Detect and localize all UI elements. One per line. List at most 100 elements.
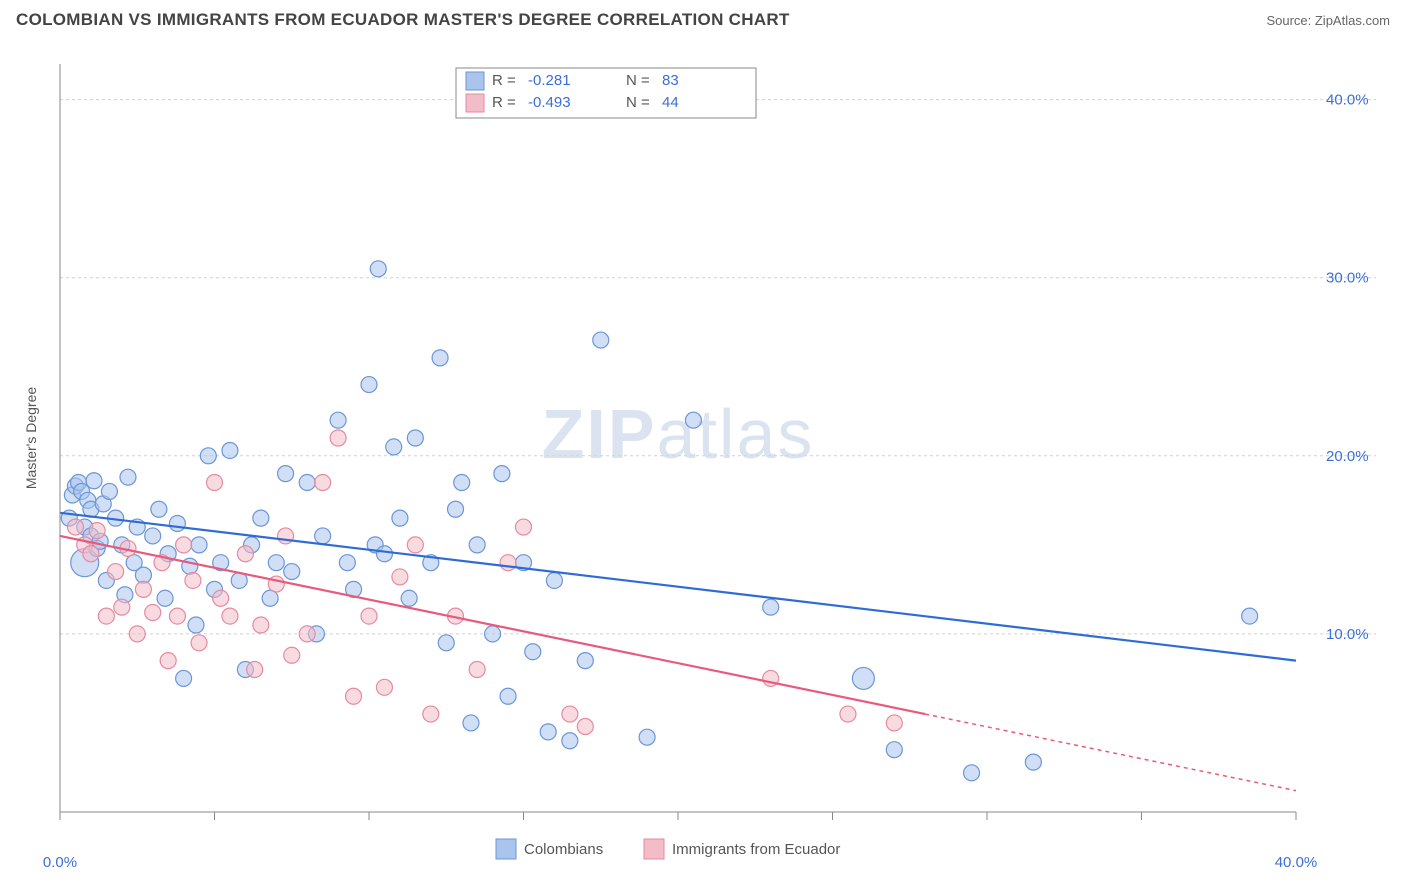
data-point xyxy=(101,483,117,499)
x-tick-label: 0.0% xyxy=(43,854,77,871)
x-tick-label: 40.0% xyxy=(1275,854,1318,871)
legend-n-value: 44 xyxy=(662,94,679,111)
data-point xyxy=(98,608,114,624)
data-point xyxy=(432,350,448,366)
data-point xyxy=(222,442,238,458)
data-point xyxy=(577,719,593,735)
data-point xyxy=(469,662,485,678)
data-point xyxy=(1025,754,1041,770)
data-point xyxy=(886,742,902,758)
data-point xyxy=(268,555,284,571)
data-point xyxy=(284,647,300,663)
data-point xyxy=(562,706,578,722)
data-point xyxy=(339,555,355,571)
data-point xyxy=(135,567,151,583)
data-point xyxy=(253,617,269,633)
legend-r-value: -0.493 xyxy=(528,94,571,111)
data-point xyxy=(114,599,130,615)
data-point xyxy=(562,733,578,749)
source-label: Source: ZipAtlas.com xyxy=(1266,13,1390,28)
data-point xyxy=(463,715,479,731)
legend-series-label: Colombians xyxy=(524,841,603,858)
data-point xyxy=(407,430,423,446)
data-point xyxy=(423,706,439,722)
data-point xyxy=(145,605,161,621)
data-point xyxy=(151,501,167,517)
data-point xyxy=(485,626,501,642)
data-point xyxy=(763,599,779,615)
chart-title: COLOMBIAN VS IMMIGRANTS FROM ECUADOR MAS… xyxy=(16,10,790,30)
data-point xyxy=(392,510,408,526)
data-point xyxy=(135,581,151,597)
data-point xyxy=(639,729,655,745)
data-point xyxy=(546,572,562,588)
data-point xyxy=(315,528,331,544)
legend-series-label: Immigrants from Ecuador xyxy=(672,841,840,858)
data-point xyxy=(299,626,315,642)
data-point xyxy=(500,555,516,571)
data-point xyxy=(346,688,362,704)
data-point xyxy=(247,662,263,678)
data-point xyxy=(1242,608,1258,624)
data-point xyxy=(222,608,238,624)
y-axis-title: Master's Degree xyxy=(23,387,39,489)
data-point xyxy=(176,537,192,553)
svg-text:ZIPatlas: ZIPatlas xyxy=(542,395,815,473)
legend-r-value: -0.281 xyxy=(528,72,571,89)
data-point xyxy=(386,439,402,455)
data-point xyxy=(120,469,136,485)
data-point xyxy=(540,724,556,740)
data-point xyxy=(200,448,216,464)
data-point xyxy=(284,564,300,580)
legend-swatch xyxy=(644,839,664,859)
data-point xyxy=(852,667,874,689)
legend-n-value: 83 xyxy=(662,72,679,89)
legend-n-label: N = xyxy=(626,94,650,111)
legend-swatch xyxy=(496,839,516,859)
data-point xyxy=(469,537,485,553)
data-point xyxy=(108,564,124,580)
data-point xyxy=(454,475,470,491)
data-point xyxy=(448,501,464,517)
legend-n-label: N = xyxy=(626,72,650,89)
data-point xyxy=(494,466,510,482)
data-point xyxy=(129,626,145,642)
data-point xyxy=(213,590,229,606)
data-point xyxy=(438,635,454,651)
data-point xyxy=(361,377,377,393)
legend-r-label: R = xyxy=(492,72,516,89)
data-point xyxy=(262,590,278,606)
data-point xyxy=(191,635,207,651)
data-point xyxy=(169,515,185,531)
data-point xyxy=(89,523,105,539)
chart-container: ZIPatlas0.0%40.0%10.0%20.0%30.0%40.0%Mas… xyxy=(16,42,1390,876)
y-tick-label: 10.0% xyxy=(1326,626,1369,643)
data-point xyxy=(315,475,331,491)
data-point xyxy=(176,670,192,686)
data-point xyxy=(67,519,83,535)
data-point xyxy=(376,546,392,562)
data-point xyxy=(188,617,204,633)
data-point xyxy=(157,590,173,606)
trend-line-extrapolated xyxy=(925,714,1296,791)
data-point xyxy=(593,332,609,348)
data-point xyxy=(191,537,207,553)
legend-r-label: R = xyxy=(492,94,516,111)
data-point xyxy=(401,590,417,606)
scatter-chart: ZIPatlas0.0%40.0%10.0%20.0%30.0%40.0%Mas… xyxy=(16,42,1390,876)
data-point xyxy=(86,473,102,489)
data-point xyxy=(185,572,201,588)
data-point xyxy=(278,466,294,482)
legend-swatch xyxy=(466,94,484,112)
data-point xyxy=(577,653,593,669)
y-tick-label: 40.0% xyxy=(1326,92,1369,109)
data-point xyxy=(500,688,516,704)
data-point xyxy=(330,430,346,446)
data-point xyxy=(886,715,902,731)
data-point xyxy=(83,546,99,562)
data-point xyxy=(964,765,980,781)
data-point xyxy=(237,546,253,562)
data-point xyxy=(207,475,223,491)
data-point xyxy=(525,644,541,660)
data-point xyxy=(392,569,408,585)
